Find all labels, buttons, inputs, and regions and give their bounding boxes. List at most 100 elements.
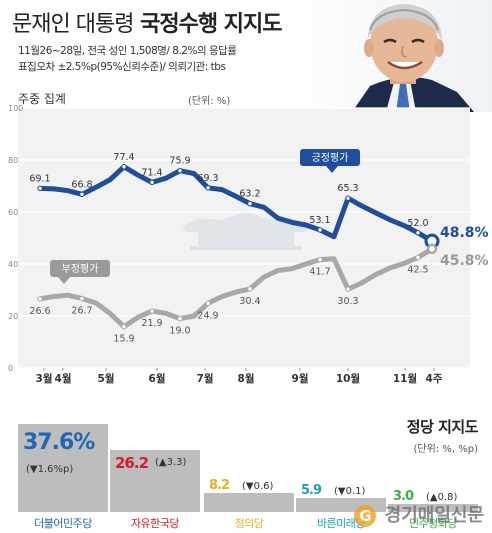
party-bar-change: (▼0.1) [334, 486, 366, 498]
chart-plot-area [18, 108, 470, 368]
portrait-illustration [282, 0, 492, 112]
party-section-title: 정당 지지도 [406, 418, 479, 436]
data-point [177, 315, 183, 322]
party-bar-change: (▲3.3) [155, 457, 187, 469]
data-label: 24.9 [197, 310, 218, 321]
president-portrait [282, 0, 492, 112]
survey-meta-line2: 표집오차 ±2.5%p(95%신뢰수준)/ 의뢰기관: tbs [18, 61, 226, 73]
y-tick-label: 100 [8, 104, 23, 113]
blue-house-emblem [182, 212, 310, 250]
party-bar-value: 26.2 [115, 454, 149, 473]
data-label: 26.6 [29, 306, 50, 317]
page-title: 문재인 대통령 국정수행 지지도 [12, 6, 282, 38]
data-label: 41.7 [309, 267, 330, 278]
party-bar-change: (▼1.6%p) [26, 463, 74, 475]
data-point [121, 164, 127, 170]
party-bar-value: 37.6% [23, 429, 95, 455]
data-label: 19.0 [169, 326, 190, 337]
latest-labels: 48.8% 45.8% [424, 225, 489, 269]
data-point [79, 191, 85, 198]
data-point [177, 167, 183, 174]
section-label: 주중 집계 [18, 92, 66, 106]
title-bold: 국정수행 지지도 [140, 12, 282, 37]
data-point [79, 295, 85, 302]
data-label: 30.3 [337, 296, 358, 307]
data-point [37, 296, 43, 302]
data-point [415, 254, 421, 261]
data-point [37, 185, 43, 192]
title-normal: 문재인 대통령 [12, 12, 134, 37]
data-label: 63.2 [239, 189, 260, 200]
party-name: 바른미래당 [316, 517, 366, 530]
data-label: 42.5 [407, 265, 428, 276]
series-line-positive [37, 164, 435, 244]
y-tick-label: 80 [8, 156, 18, 165]
positive-series-tag: 긍정평가 [300, 149, 360, 173]
party-bar-change: (▼0.6) [242, 480, 274, 492]
y-tick-label: 40 [8, 260, 18, 269]
data-label: 21.9 [141, 318, 162, 329]
party-unit-label: (단위: %, %p) [413, 444, 478, 455]
data-label: 30.4 [239, 296, 260, 307]
survey-meta-line1: 11월26~28일, 전국 성인 1,508명/ 8.2%의 응답률 [18, 45, 237, 57]
data-point [149, 179, 155, 186]
data-label: 65.3 [337, 183, 358, 194]
y-tick-label: 0 [8, 364, 13, 373]
negative-series-tag: 부정평가 [50, 260, 110, 284]
data-point [247, 286, 253, 292]
data-label: 77.4 [113, 152, 134, 163]
x-month-label: 5월 [98, 372, 115, 385]
data-label: 26.7 [71, 306, 92, 317]
data-point [149, 308, 155, 314]
y-tick-label: 60 [8, 208, 18, 217]
data-point [247, 200, 253, 207]
data-label: 75.9 [169, 156, 190, 167]
data-label: 52.0 [407, 218, 428, 229]
party-bar [110, 450, 200, 512]
data-label: 69.1 [29, 173, 50, 184]
data-point [415, 230, 421, 236]
y-tick-label: 20 [8, 312, 18, 321]
data-label: 15.9 [113, 334, 134, 345]
chart-series [37, 164, 435, 330]
data-point [121, 323, 127, 330]
x-month-label: 9월 [292, 372, 309, 385]
x-month-label: 4월 [55, 372, 72, 385]
party-name: 정의당 [234, 517, 264, 530]
unit-label: (단위: %) [188, 96, 231, 107]
party-name: 자유한국당 [130, 517, 180, 530]
data-point [317, 227, 323, 233]
data-point [345, 286, 351, 292]
party-name: 더불어민주당 [34, 517, 92, 530]
latest-negative-marker [426, 243, 438, 255]
party-bar-change: (▲0.8) [426, 492, 458, 503]
data-point [205, 185, 211, 191]
x-month-label: 7월 [197, 372, 214, 385]
data-label: 71.4 [141, 167, 162, 178]
negative-series-name: 부정평가 [62, 263, 99, 275]
x-month-label: 3월 [36, 372, 53, 385]
approval-line-chart: 100 80 60 40 20 0 3월 4월 5월 6월 7월 8월 9월 10월 11월 4주 69.1… [8, 104, 489, 385]
series-line-negative [37, 246, 435, 330]
y-axis-ticks: 100 80 60 40 20 0 [8, 104, 23, 373]
data-label: 69.3 [197, 173, 218, 184]
latest-negative-value: 45.8% [440, 253, 489, 269]
survey-meta: 11월26~28일, 전국 성인 1,508명/ 8.2%의 응답률 표집오차 … [18, 43, 237, 75]
positive-series-name: 긍정평가 [312, 152, 349, 164]
party-bar [18, 423, 108, 512]
x-month-label: 10월 [336, 372, 360, 385]
watermark: G 경기매일신문 [354, 501, 484, 527]
data-label: 66.8 [71, 179, 92, 190]
party-bar-value: 3.0 [393, 489, 414, 504]
data-point [317, 256, 323, 263]
party-name: 민주평화당 [408, 517, 458, 530]
x-month-label: 4주 [426, 373, 443, 385]
party-bar [388, 504, 478, 512]
newspaper-logo-icon: G [354, 505, 377, 527]
value-labels: 69.1 66.8 77.4 71.4 75.9 69.3 63.2 53.1 65.3 52.0… [29, 152, 428, 345]
header: 문재인 대통령 국정수행 지지도 [12, 6, 282, 38]
watermark-text: 경기매일신문 [384, 505, 484, 526]
data-label: 53.1 [309, 215, 330, 226]
party-bar-value: 5.9 [301, 483, 322, 499]
